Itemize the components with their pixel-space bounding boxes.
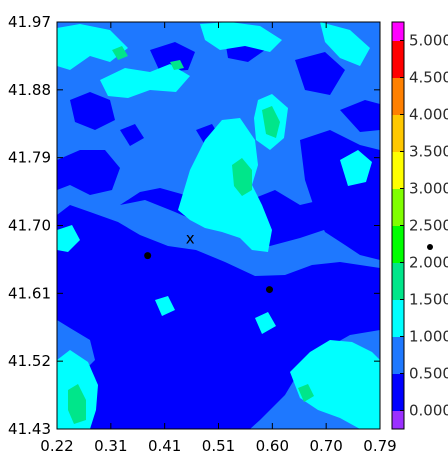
mid-region-center-small	[155, 296, 175, 316]
mid-region-center-ridge	[178, 118, 272, 252]
high-region-top-left-2	[170, 60, 184, 70]
colorbar-segment	[392, 244, 404, 263]
colorbar-segment	[392, 170, 404, 189]
low-region-top-2	[150, 42, 195, 72]
colorbar-segment	[392, 40, 404, 60]
y-tick-label: 41.97	[8, 13, 51, 31]
colorbar-label: 0.000	[409, 402, 448, 420]
x-tick-label: 0.22	[40, 437, 73, 455]
marker-dot	[266, 286, 273, 294]
colorbar-segment	[392, 318, 404, 337]
y-tick-label: 41.70	[8, 217, 51, 235]
colorbar-segment	[392, 207, 404, 226]
low-region-top-right	[295, 52, 345, 95]
colorbar-segment	[392, 373, 404, 393]
high-region-bottom-left	[68, 384, 86, 424]
mid-region-top-left	[57, 24, 128, 70]
colorbar-segment	[392, 355, 404, 374]
colorbar-segment	[392, 262, 404, 282]
low-region-top-1	[70, 92, 115, 130]
mid-region-top-center	[100, 64, 190, 98]
colorbar-label: 0.500	[409, 365, 448, 383]
high-region-top-right	[262, 106, 280, 138]
marker-dot	[144, 252, 152, 260]
mid-region-right-small	[255, 312, 276, 334]
colorbar-label: 4.500	[409, 69, 448, 87]
colorbar-label: 1.500	[409, 291, 448, 309]
colorbar-label: 2.000	[409, 254, 448, 272]
y-tick-label: 41.79	[8, 149, 51, 167]
mid-region-right-edge	[340, 150, 372, 186]
mid-region-top-right	[200, 22, 282, 52]
colorbar-dot	[427, 244, 433, 250]
markers: x	[144, 229, 273, 294]
mid-region-left-spot	[57, 225, 80, 252]
mid-region-upper-right	[320, 22, 370, 66]
colorbar-segment	[392, 114, 404, 134]
colorbar-segment	[392, 299, 404, 319]
low-region-mid-left	[120, 124, 144, 146]
mid-region-bottom-right	[290, 340, 380, 429]
colorbar-segment	[392, 336, 404, 356]
y-tick-label: 41.43	[8, 420, 51, 438]
colorbar-segment	[392, 133, 404, 152]
colorbar-segment	[392, 188, 404, 208]
x-tick-label: 0.79	[363, 437, 396, 455]
colorbar-segment	[392, 151, 404, 171]
colorbar-segment	[392, 96, 404, 115]
colorbar: 0.000 0.500 1.000 1.500 2.000 2.500 3.000 3.500…	[391, 21, 448, 430]
x-tick-label: 0.70	[309, 437, 342, 455]
colorbar-segment	[392, 22, 404, 41]
high-region-center	[232, 158, 252, 196]
contour-band-mid	[57, 22, 380, 429]
x-tick-label: 0.51	[202, 437, 235, 455]
low-region-lower-left	[57, 205, 380, 429]
y-axis: 41.97 41.88 41.79 41.70 41.61 41.52 41.43	[8, 13, 380, 438]
colorbar-label: 3.000	[409, 180, 448, 198]
colorbar-label: 1.000	[409, 328, 448, 346]
colorbar-segment	[392, 392, 404, 411]
colorbar-label: 5.000	[409, 32, 448, 50]
y-tick-label: 41.88	[8, 81, 51, 99]
colorbar-segment	[392, 225, 404, 245]
colorbar-label: 4.000	[409, 106, 448, 124]
x-tick-label: 0.31	[94, 437, 127, 455]
colorbar-label: 2.500	[409, 217, 448, 235]
y-tick-label: 41.61	[8, 284, 51, 302]
high-region-bottom-right	[298, 384, 314, 402]
colorbar-label: 3.500	[409, 143, 448, 161]
contour-field	[57, 22, 380, 429]
y-tick-label: 41.52	[8, 352, 51, 370]
low-region-upper-left	[57, 150, 120, 195]
colorbar-segment	[392, 410, 404, 430]
colorbar-segment	[392, 281, 404, 300]
x-tick-label: 0.41	[148, 437, 181, 455]
contour-band-high	[68, 46, 314, 424]
colorbar-segment	[392, 77, 404, 97]
x-tick-label: 0.60	[256, 437, 289, 455]
high-region-top-left-1	[112, 46, 128, 60]
low-region-mid-right	[340, 100, 380, 132]
colorbar-segment	[392, 59, 404, 78]
x-axis: 0.22 0.31 0.41 0.51 0.60 0.70 0.79	[40, 22, 397, 455]
marker-x: x	[186, 229, 195, 247]
